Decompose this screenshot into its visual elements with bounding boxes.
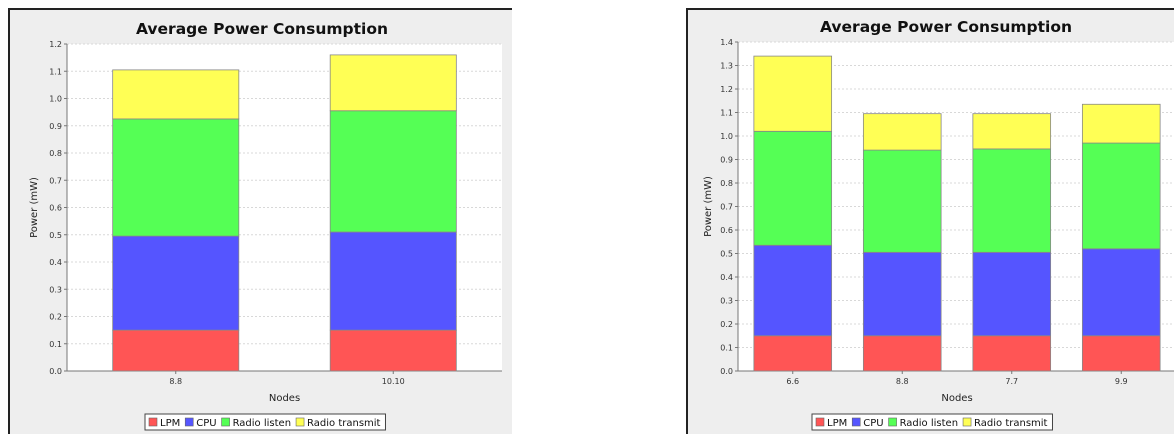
bar-segment xyxy=(1081,103,1161,144)
y-tick-label: 1.1 xyxy=(49,67,62,76)
legend-entry: Radio transmit xyxy=(974,418,1048,429)
x-tick-label: 10.10 xyxy=(382,377,405,386)
y-tick-label: 0.3 xyxy=(49,285,62,294)
legend: LPM CPU Radio listen Radio transmit xyxy=(144,413,386,431)
legend-entry: Radio listen xyxy=(900,418,958,429)
bar-segment xyxy=(112,118,240,237)
y-tick-label: 0.4 xyxy=(49,258,62,267)
bar-segment xyxy=(329,54,457,112)
y-tick-label: 0.1 xyxy=(720,344,733,353)
bar-segment xyxy=(112,329,240,372)
bar-segment xyxy=(112,235,240,331)
y-tick-label: 0.2 xyxy=(720,320,733,329)
x-tick-label: 8.8 xyxy=(169,377,182,386)
chart-panel-right: Average Power Consumption 0.0 0.1 0.2 0.3 0.4… xyxy=(686,8,1174,434)
legend-swatch xyxy=(295,417,305,427)
y-tick-label: 0.6 xyxy=(720,226,733,235)
bar-segment xyxy=(329,110,457,233)
y-tick-label: 1.4 xyxy=(720,38,733,47)
y-tick-label: 0.2 xyxy=(49,313,62,322)
legend-swatch xyxy=(148,417,158,427)
x-tick-label: 8.8 xyxy=(896,377,909,386)
y-tick-label: 0.9 xyxy=(49,122,62,131)
y-tick-label: 1.0 xyxy=(720,132,733,141)
bar-segment xyxy=(753,55,833,132)
bar-segment xyxy=(862,149,942,253)
x-axis-label: Nodes xyxy=(269,393,300,404)
legend-swatch xyxy=(184,417,194,427)
chart-panel-left: Average Power Consumption 0.0 0.1 0.2 0.3 0.4… xyxy=(8,8,512,434)
y-tick-label: 0.7 xyxy=(49,176,62,185)
y-tick-label: 0.5 xyxy=(49,231,62,240)
chart-right: Average Power Consumption 0.0 0.1 0.2 0.3 0.4… xyxy=(703,18,1174,431)
legend-box xyxy=(144,413,386,431)
bar-segment xyxy=(972,335,1052,372)
y-tick-label: 0.0 xyxy=(49,367,62,376)
bar-segment xyxy=(753,130,833,246)
y-tick-label: 0.5 xyxy=(720,250,733,259)
bar-segment xyxy=(862,251,942,337)
legend-box xyxy=(811,413,1053,431)
bar-segment xyxy=(972,148,1052,253)
y-tick-label: 0.9 xyxy=(720,156,733,165)
legend-swatch xyxy=(815,417,825,427)
y-axis-label: Power (mW) xyxy=(703,176,714,237)
bar-segment xyxy=(862,335,942,372)
legend-entry: LPM xyxy=(160,418,180,429)
x-tick-label: 9.9 xyxy=(1115,377,1128,386)
legend-entry: CPU xyxy=(196,418,216,429)
x-tick-label: 7.7 xyxy=(1005,377,1018,386)
chart-title: Average Power Consumption xyxy=(820,18,1072,36)
y-tick-label: 0.8 xyxy=(49,149,62,158)
bar-segment xyxy=(1081,248,1161,337)
bar-segment xyxy=(972,251,1052,337)
bar-segment xyxy=(753,335,833,372)
legend-swatch xyxy=(851,417,861,427)
bar-segment xyxy=(1081,142,1161,250)
bar-segment xyxy=(972,113,1052,150)
y-axis-label: Power (mW) xyxy=(29,177,40,238)
chart-title: Average Power Consumption xyxy=(136,20,388,38)
y-tick-label: 1.1 xyxy=(720,109,733,118)
bar-segment xyxy=(329,329,457,372)
y-tick-label: 1.3 xyxy=(720,62,733,71)
legend-entry: LPM xyxy=(827,418,847,429)
y-tick-label: 0.8 xyxy=(720,179,733,188)
bar-segment xyxy=(753,244,833,337)
legend: LPM CPU Radio listen Radio transmit xyxy=(811,413,1053,431)
y-tick-label: 1.2 xyxy=(720,85,733,94)
x-axis-label: Nodes xyxy=(941,393,972,404)
legend-swatch xyxy=(221,417,230,427)
legend-swatch xyxy=(888,417,897,427)
bar-segment xyxy=(1081,335,1161,372)
y-tick-label: 0.1 xyxy=(49,340,62,349)
legend-swatch xyxy=(962,417,972,427)
y-tick-label: 0.6 xyxy=(49,204,62,213)
x-tick-label: 6.6 xyxy=(786,377,799,386)
y-tick-label: 0.3 xyxy=(720,297,733,306)
bar-segment xyxy=(112,69,240,120)
chart-left: Average Power Consumption 0.0 0.1 0.2 0.3 0.4… xyxy=(29,20,502,431)
y-tick-label: 1.0 xyxy=(49,95,62,104)
legend-entry: Radio listen xyxy=(233,418,291,429)
legend-entry: CPU xyxy=(863,418,883,429)
bar-segment xyxy=(862,113,942,151)
y-tick-label: 0.0 xyxy=(720,367,733,376)
bar-segment xyxy=(329,231,457,331)
y-tick-label: 0.4 xyxy=(720,273,733,282)
y-tick-label: 1.2 xyxy=(49,40,62,49)
y-tick-label: 0.7 xyxy=(720,203,733,212)
legend-entry: Radio transmit xyxy=(307,418,381,429)
